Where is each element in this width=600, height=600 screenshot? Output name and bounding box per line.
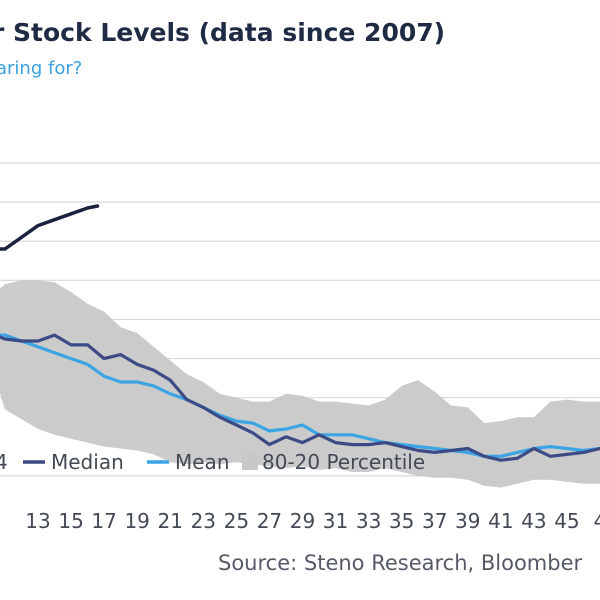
x-tick-label: 37 [422,509,447,533]
x-tick-label: 21 [158,509,183,533]
x-tick-label: 19 [124,509,149,533]
chart-subtitle: aring for? [0,58,83,79]
x-tick-label: 15 [58,509,83,533]
x-tick-label: 13 [25,509,50,533]
legend-swatch-band [242,454,258,470]
x-tick-label: 27 [257,509,282,533]
legend-label-mean: Mean [175,450,230,474]
x-tick-label: 4 [594,509,600,533]
percentile-band [0,280,600,488]
x-tick-label: 39 [455,509,480,533]
x-tick-labels: 13 15 17 19 21 23 25 27 29 31 33 35 37 39 41 43 45 4 [25,509,600,533]
x-tick-label: 33 [356,509,381,533]
legend-label-current: 4 [0,450,8,474]
x-tick-label: 17 [91,509,116,533]
source-note: Source: Steno Research, Bloomber [218,551,583,575]
x-tick-label: 35 [389,509,414,533]
legend: 4 Median Mean 80-20 Percentile [0,450,425,474]
x-tick-label: 29 [290,509,315,533]
x-tick-label: 45 [554,509,579,533]
x-tick-label: 31 [323,509,348,533]
x-tick-label: 41 [488,509,513,533]
legend-label-band: 80-20 Percentile [262,450,425,474]
median-line [0,333,600,462]
x-tick-label: 43 [521,509,546,533]
legend-label-median: Median [51,450,124,474]
x-tick-label: 25 [224,509,249,533]
current-line [0,204,100,251]
chart-title: r Stock Levels (data since 2007) [0,18,446,47]
x-tick-label: 23 [191,509,216,533]
band-area [0,280,600,488]
series-lines [0,204,600,462]
mean-line [0,333,600,458]
